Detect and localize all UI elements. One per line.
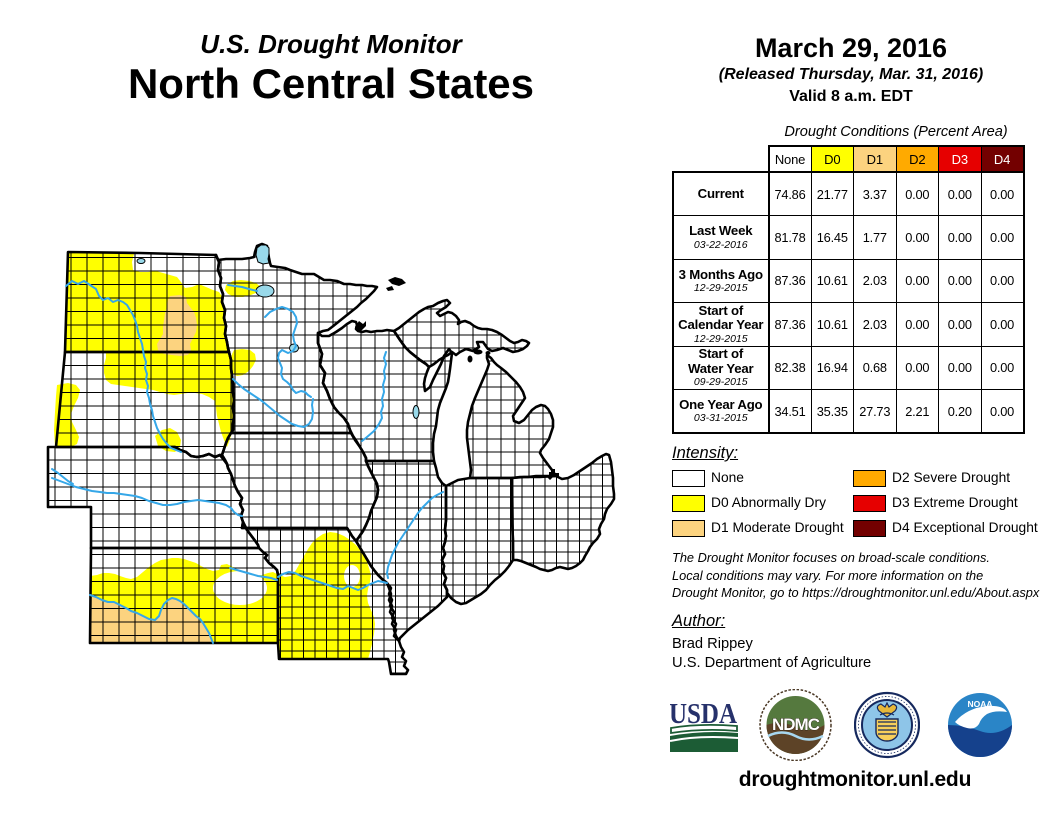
svg-text:NDMC: NDMC	[772, 715, 820, 734]
svg-text:NOAA: NOAA	[967, 699, 992, 709]
